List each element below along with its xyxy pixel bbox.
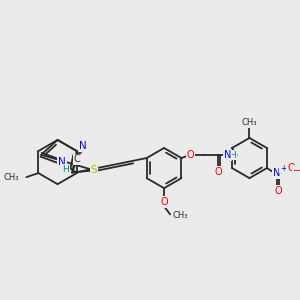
Text: −: − bbox=[293, 166, 300, 176]
Text: O: O bbox=[287, 163, 295, 173]
Text: O: O bbox=[187, 150, 194, 160]
Text: S: S bbox=[91, 165, 98, 175]
Text: O: O bbox=[274, 186, 282, 196]
Text: CH₃: CH₃ bbox=[172, 211, 188, 220]
Text: CH₃: CH₃ bbox=[4, 172, 19, 182]
Text: N: N bbox=[79, 141, 86, 151]
Text: CH₃: CH₃ bbox=[242, 118, 257, 127]
Text: O: O bbox=[215, 167, 223, 177]
Text: O: O bbox=[160, 197, 168, 207]
Text: +: + bbox=[280, 164, 286, 172]
Text: H: H bbox=[63, 165, 69, 174]
Text: H: H bbox=[229, 151, 236, 160]
Text: N: N bbox=[273, 168, 280, 178]
Text: N: N bbox=[224, 150, 231, 160]
Text: C: C bbox=[74, 154, 80, 164]
Text: N: N bbox=[58, 157, 66, 167]
